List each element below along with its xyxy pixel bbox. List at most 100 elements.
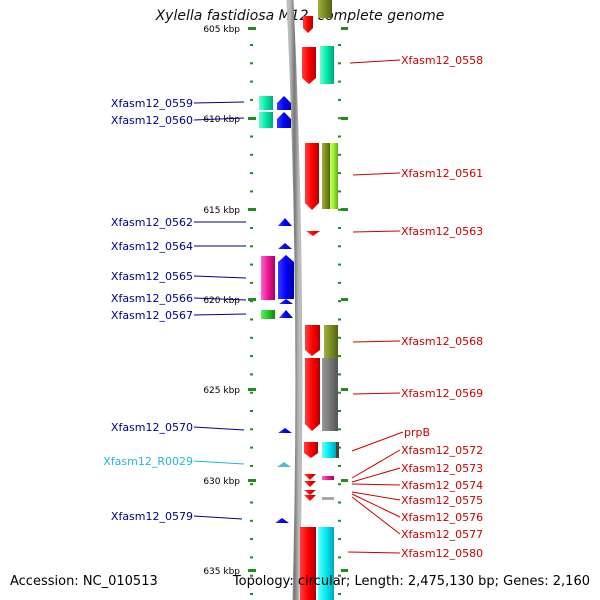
gene-label[interactable]: Xfasm12_0575 xyxy=(401,494,483,507)
ring-dot xyxy=(338,98,341,101)
ring-dot xyxy=(338,538,341,541)
feature-0564 xyxy=(278,243,292,249)
ring-dot xyxy=(250,263,253,266)
feature-0577-b xyxy=(322,497,334,500)
ring-dot xyxy=(250,227,253,229)
callout-line xyxy=(193,460,245,465)
ring-dot xyxy=(250,318,253,321)
feature-0579 xyxy=(275,518,289,523)
ring-dot xyxy=(250,44,253,46)
gene-label[interactable]: Xfasm12_0573 xyxy=(401,462,483,475)
tick-label: 605 kbp xyxy=(203,25,240,35)
ring-dot xyxy=(338,446,341,449)
tick-mark xyxy=(248,479,256,482)
feature-0560-a xyxy=(259,112,273,128)
gene-label[interactable]: Xfasm12_0572 xyxy=(401,444,483,457)
gene-label[interactable]: Xfasm12_0565 xyxy=(111,270,193,283)
feature-0574 xyxy=(322,476,334,480)
feature-0576 xyxy=(304,490,316,495)
ring-dot xyxy=(338,410,341,412)
callout-line xyxy=(351,496,401,535)
feature-0561-c xyxy=(330,143,338,209)
feature-0566 xyxy=(279,299,293,304)
gene-label[interactable]: Xfasm12_0563 xyxy=(401,225,483,238)
gene-label[interactable]: Xfasm12_0570 xyxy=(111,421,193,434)
callout-line xyxy=(193,426,245,431)
callout-line xyxy=(347,551,401,554)
ring-dot xyxy=(250,336,253,339)
gene-label[interactable]: Xfasm12_0567 xyxy=(111,309,193,322)
left-ring-dots xyxy=(250,44,253,595)
ring-dot xyxy=(338,501,341,504)
ring-dot xyxy=(338,391,341,394)
accession-text: Accession: NC_010513 xyxy=(10,574,158,589)
feature-0577 xyxy=(304,495,316,501)
callout-line xyxy=(352,392,401,395)
gene-label[interactable]: prpB xyxy=(404,426,430,439)
gene-label[interactable]: Xfasm12_0580 xyxy=(401,547,483,560)
ring-dot xyxy=(338,44,341,46)
ring-dot xyxy=(250,428,253,431)
ring-dot xyxy=(250,593,253,595)
feature-0561-b xyxy=(322,143,330,209)
ring-dot xyxy=(338,208,341,211)
callout-line xyxy=(352,172,401,176)
feature-0575 xyxy=(304,481,316,487)
tick-mark xyxy=(341,388,348,391)
ring-dot xyxy=(250,355,253,358)
gene-label[interactable]: Xfasm12_R0029 xyxy=(103,455,193,468)
feature-0558-a xyxy=(302,47,316,84)
ring-dot xyxy=(250,483,253,486)
ring-dot xyxy=(250,556,253,559)
gene-label[interactable]: Xfasm12_0576 xyxy=(401,511,483,524)
gene-label[interactable]: Xfasm12_0577 xyxy=(401,528,483,541)
gene-label[interactable]: Xfasm12_0564 xyxy=(111,240,193,253)
ring-dot xyxy=(250,190,253,193)
feature-top-red xyxy=(303,16,313,33)
feature-prpB-c xyxy=(336,442,339,458)
ring-dot xyxy=(250,62,253,65)
ring-dot xyxy=(250,501,253,504)
callout-line xyxy=(351,467,401,483)
feature-0558-b xyxy=(320,46,334,84)
callout-line xyxy=(193,515,243,520)
gene-label[interactable]: Xfasm12_0562 xyxy=(111,216,193,229)
ring-dot xyxy=(338,172,341,175)
tick-mark xyxy=(341,117,348,120)
ring-dot xyxy=(338,318,341,321)
feature-0569-a xyxy=(305,358,320,431)
ring-dot xyxy=(338,464,341,467)
ring-dot xyxy=(338,227,341,229)
ring-dot xyxy=(338,62,341,65)
feature-0570 xyxy=(278,428,292,433)
callout-line xyxy=(351,493,401,518)
ring-dot xyxy=(250,281,253,284)
gene-label[interactable]: Xfasm12_0559 xyxy=(111,97,193,110)
callout-line xyxy=(193,297,247,301)
feature-0567-a xyxy=(261,310,275,319)
gene-label[interactable]: Xfasm12_0566 xyxy=(111,292,193,305)
tick-label: 635 kbp xyxy=(203,567,240,577)
gene-label[interactable]: Xfasm12_0579 xyxy=(111,510,193,523)
ring-dot xyxy=(250,373,253,376)
gene-label[interactable]: Xfasm12_0569 xyxy=(401,387,483,400)
gene-label[interactable]: Xfasm12_0568 xyxy=(401,335,483,348)
ring-dot xyxy=(338,355,341,358)
tick-mark xyxy=(248,298,256,301)
gene-label[interactable]: Xfasm12_0560 xyxy=(111,114,193,127)
ring-dot xyxy=(250,153,253,156)
forward-strand-features xyxy=(259,96,294,523)
gene-label[interactable]: Xfasm12_0574 xyxy=(401,479,483,492)
gene-label[interactable]: Xfasm12_0561 xyxy=(401,167,483,180)
ring-dot xyxy=(338,135,341,138)
ring-dot xyxy=(338,428,341,431)
ring-dot xyxy=(250,519,253,522)
reverse-strand-features xyxy=(300,0,339,600)
gene-label[interactable]: Xfasm12_0558 xyxy=(401,54,483,67)
tick-label: 625 kbp xyxy=(203,386,240,396)
ring-dot xyxy=(250,464,253,467)
ring-dot xyxy=(338,556,341,559)
tick-mark xyxy=(341,569,348,572)
ring-dot xyxy=(338,80,341,83)
ring-dot xyxy=(338,117,341,120)
